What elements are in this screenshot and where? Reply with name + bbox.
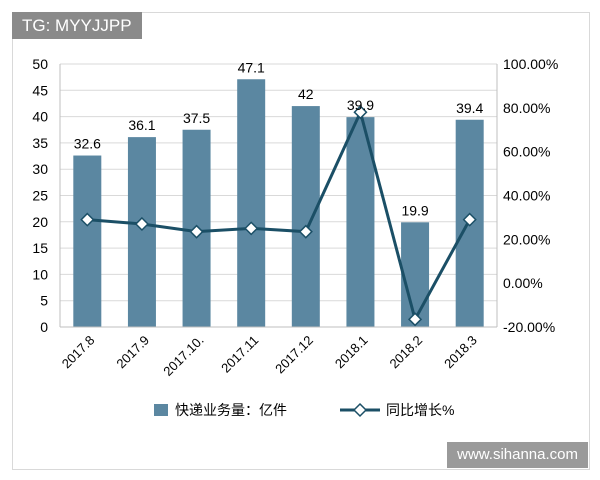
bar-value-label: 42 xyxy=(298,86,314,102)
x-tick-label: 2017.10. xyxy=(160,333,206,379)
y-left-tick-label: 45 xyxy=(32,82,48,98)
y-left-tick-label: 35 xyxy=(32,135,48,151)
growth-marker xyxy=(353,105,368,120)
bar xyxy=(73,155,102,327)
watermark: www.sihanna.com xyxy=(447,442,588,468)
y-right-tick-label: 80.00% xyxy=(503,100,550,116)
y-left-tick-label: 15 xyxy=(32,240,48,256)
label-layer: 32.6 36.1 37.5 47.1 42 39.9 19.9 39.4 xyxy=(74,59,484,218)
y-right-tick-label: 100.00% xyxy=(503,56,558,72)
bar-value-label: 36.1 xyxy=(128,117,155,133)
bar-value-label: 19.9 xyxy=(401,202,428,218)
growth-marker xyxy=(134,216,149,232)
x-tick-label: 2018.2 xyxy=(386,333,425,372)
y-left-tick-label: 30 xyxy=(32,161,48,177)
x-tick-label: 2018.1 xyxy=(332,333,371,372)
growth-marker xyxy=(408,312,423,327)
y-left-tick-label: 40 xyxy=(32,109,48,125)
y-left-tick-label: 50 xyxy=(32,56,48,72)
bar-value-label: 39.4 xyxy=(456,100,483,116)
bar-value-label: 39.9 xyxy=(347,97,374,113)
growth-marker xyxy=(189,224,204,239)
legend-layer: 快递业务量：亿件 同比增长% xyxy=(154,402,454,418)
y-right-tick-label: -20.00% xyxy=(503,319,555,335)
growth-marker xyxy=(298,224,313,239)
y-right-tick-label: 40.00% xyxy=(503,188,550,204)
growth-marker xyxy=(80,212,95,227)
y-right-tick-label: 20.00% xyxy=(503,231,550,247)
growth-marker xyxy=(244,221,259,236)
x-tick-label: 2017.12 xyxy=(272,333,316,377)
y-left-tick-label: 10 xyxy=(32,266,48,282)
bar xyxy=(237,79,266,327)
bar xyxy=(127,137,156,327)
line-layer xyxy=(80,105,477,327)
bar xyxy=(291,106,320,327)
y-right-tick-label: 60.00% xyxy=(503,144,550,160)
bar-value-label: 47.1 xyxy=(238,59,265,75)
y-left-tick-label: 5 xyxy=(40,293,48,309)
x-tick-label: 2017.9 xyxy=(113,333,152,372)
y-left-tick-label: 0 xyxy=(40,319,48,335)
y-left-tick-label: 20 xyxy=(32,214,48,230)
growth-marker xyxy=(462,212,477,227)
bar xyxy=(401,222,430,327)
x-tick-label: 2017.11 xyxy=(218,333,261,376)
legend-bar-label: 快递业务量：亿件 xyxy=(175,402,287,418)
bar-value-label: 37.5 xyxy=(183,110,210,126)
x-tick-label: 2017.8 xyxy=(59,333,98,372)
growth-line xyxy=(87,107,472,324)
bar-value-label: 32.6 xyxy=(74,136,101,152)
legend-bar-swatch xyxy=(154,404,168,416)
legend-line-marker xyxy=(352,402,368,418)
x-tick-label: 2018.3 xyxy=(441,333,480,372)
legend-line-label: 同比增长% xyxy=(386,402,454,418)
y-left-tick-label: 25 xyxy=(32,188,48,204)
y-right-tick-label: 0.00% xyxy=(503,275,543,291)
tg-badge: TG: MYYJJPP xyxy=(12,12,142,39)
